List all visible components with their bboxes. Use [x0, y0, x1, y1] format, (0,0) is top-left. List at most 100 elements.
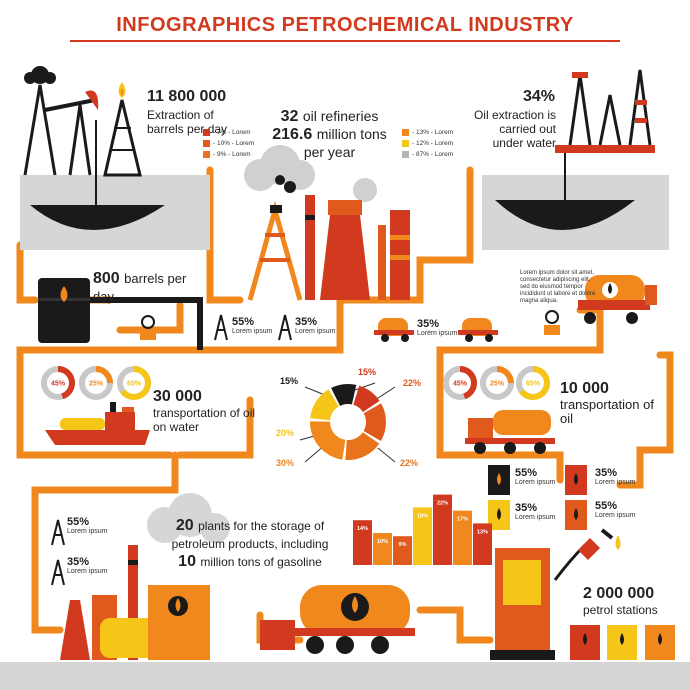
bar-label: 10% — [377, 539, 388, 545]
plants-text: plants for the storage of petroleum prod… — [171, 519, 329, 551]
tons-value: 216.6 — [272, 126, 313, 143]
legend-right: - 13% - Lorem - 12% - Lorem - 87% - Lore… — [402, 127, 453, 160]
barrel-day-block: 800 barrels per day — [93, 270, 203, 306]
refineries-text: oil refineries — [302, 108, 379, 124]
legend-left: - 7% - Lorem - 10% - Lorem - 9% - Lorem — [203, 127, 254, 160]
cloud — [147, 493, 230, 543]
legend-label: - 9% - Lorem — [213, 151, 251, 158]
fuel-tanker — [260, 585, 415, 654]
left1-pct: 55% — [67, 516, 90, 528]
can3-stat: 35% Lorem ipsum — [515, 502, 555, 521]
pie-slice — [345, 432, 380, 460]
can2-pct: 35% — [595, 467, 618, 479]
pie-label: 15% — [358, 367, 377, 377]
refineries-block: 32 oil refineries 216.6 million tons per… — [262, 108, 397, 162]
left2-pct: 35% — [67, 556, 90, 568]
barrel-day-text: barrels per day — [93, 271, 187, 304]
rig-icons — [51, 314, 292, 586]
stations-text: petrol stations — [583, 603, 658, 617]
can2-stat: 35% Lorem ipsum — [595, 467, 635, 486]
can1-pct: 55% — [515, 467, 538, 479]
offshore-value: 34% — [522, 88, 555, 105]
legend-label: - 7% - Lorem — [213, 129, 251, 136]
ring-value — [117, 366, 151, 400]
ring-label: 65% — [526, 381, 541, 388]
legend-item: - 10% - Lorem — [203, 138, 254, 149]
legend-swatch — [203, 151, 210, 158]
fuel-pump — [490, 528, 621, 660]
bar — [373, 533, 392, 565]
bar-label: 13% — [477, 529, 488, 535]
ring-value — [516, 366, 550, 400]
legend-swatch — [402, 140, 409, 147]
pie-slice — [331, 383, 357, 406]
small-trucks — [374, 318, 498, 342]
bar-label: 9% — [399, 542, 407, 548]
barrels-value: 11 800 000 — [147, 88, 227, 105]
legend-item: - 7% - Lorem — [203, 127, 254, 138]
barrel-icons — [488, 465, 587, 530]
ring-value — [41, 366, 75, 400]
can4-stat: 55% Lorem ipsum — [595, 500, 635, 519]
plants-value: 20 — [175, 517, 194, 534]
legend-item: - 12% - Lorem — [402, 138, 453, 149]
rig1-label: Lorem ipsum — [232, 328, 273, 335]
water-text: transportation of oil on water — [153, 406, 256, 434]
offshore-text: Oil extraction is carried out under wate… — [473, 108, 556, 150]
ring-label: 25% — [490, 381, 505, 388]
page-title: INFOGRAPHICS PETROCHEMICAL INDUSTRY — [116, 14, 574, 36]
water-block: 30 000 transportation of oil on water — [153, 388, 263, 434]
pie-label: 15% — [280, 376, 299, 386]
pie-label: 22% — [403, 378, 422, 388]
rig1-pct: 55% — [232, 316, 255, 328]
left2-label: Lorem ipsum — [67, 568, 108, 575]
delivery-truck — [465, 410, 555, 454]
ring-label: 25% — [89, 381, 104, 388]
legend-item: - 9% - Lorem — [203, 149, 254, 160]
ring-value — [443, 366, 477, 400]
truck-stat: 35% Lorem ipsum — [417, 318, 457, 337]
pie-chart — [310, 383, 386, 460]
legend-item: - 13% - Lorem — [402, 127, 453, 138]
water-value: 30 000 — [153, 388, 202, 405]
legend-swatch — [203, 129, 210, 136]
donut-rings: 45% 25% 65% 45% 25% 65% — [41, 366, 550, 400]
legend-label: - 10% - Lorem — [213, 140, 255, 147]
can4-label: Lorem ipsum — [595, 512, 636, 519]
ring-value — [480, 366, 514, 400]
left1-label: Lorem ipsum — [67, 528, 108, 535]
pie-label: 20% — [276, 428, 295, 438]
ring-label: 65% — [127, 381, 142, 388]
can4-pct: 55% — [595, 500, 618, 512]
refineries-value: 32 — [280, 108, 299, 125]
left2-stat: 35% Lorem ipsum — [67, 556, 107, 575]
legend-label: - 13% - Lorem — [412, 129, 454, 136]
valve-icons — [140, 310, 560, 340]
legend-item: - 87% - Lorem — [402, 149, 453, 160]
jerrycans — [570, 625, 675, 660]
ring-label: 45% — [453, 381, 468, 388]
truck-pct: 35% — [417, 318, 440, 330]
rig1-stat: 55% Lorem ipsum — [232, 316, 272, 335]
bar — [473, 523, 492, 565]
can3-label: Lorem ipsum — [515, 514, 556, 521]
gasoline-value: 10 — [178, 553, 196, 570]
oil-transport-block: 10 000 transportation of oil — [560, 380, 670, 426]
truck-label: Lorem ipsum — [417, 330, 458, 337]
oil-transport-text: transportation of oil — [560, 397, 654, 426]
legend-swatch — [402, 129, 409, 136]
can1-label: Lorem ipsum — [515, 479, 556, 486]
rig2-stat: 35% Lorem ipsum — [295, 316, 335, 335]
pie-slice — [310, 389, 339, 421]
oil-field-left — [20, 66, 210, 250]
oil-field-right — [482, 69, 669, 250]
legend-label: - 12% - Lorem — [412, 140, 454, 147]
plants-block: 20 plants for the storage of petroleum p… — [160, 517, 340, 571]
pie-label: 30% — [276, 458, 295, 468]
bar-chart: 14% 10% 9% 18% 22% 17% 13% — [353, 494, 492, 565]
legend-label: - 87% - Lorem — [412, 151, 454, 158]
ring-value — [79, 366, 113, 400]
can2-label: Lorem ipsum — [595, 479, 636, 486]
ring-label: 45% — [51, 381, 66, 388]
rig2-pct: 35% — [295, 316, 318, 328]
